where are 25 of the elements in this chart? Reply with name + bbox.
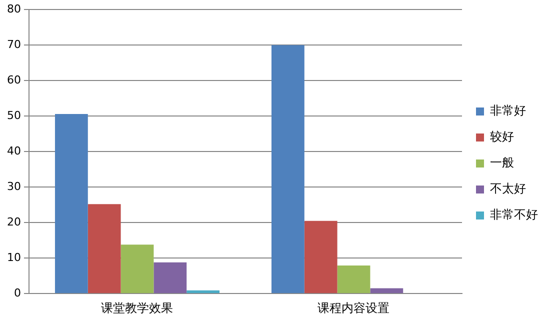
y-tick-label: 30 [6,180,21,193]
y-tick-label: 10 [6,250,21,264]
bar [304,220,338,294]
bar [54,114,88,294]
legend-label: 较好 [490,130,514,144]
bar [337,266,370,294]
y-tick-label: 40 [6,144,21,158]
y-tick-label: 50 [6,108,21,122]
y-tick-label: 80 [6,2,21,16]
legend-label: 不太好 [490,182,526,196]
bar [88,204,121,294]
bar [120,244,154,294]
x-tick-label: 课程内容设置 [318,300,390,315]
x-tick-label: 课堂教学效果 [101,300,174,315]
y-tick-label: 0 [14,286,21,300]
legend-label: 一般 [490,156,514,170]
y-tick-label: 60 [6,73,21,86]
y-tick-label: 20 [6,215,21,228]
bar [271,45,304,294]
legend-label: 非常不好 [490,208,538,222]
legend-label: 非常好 [490,104,526,118]
bar [186,290,220,294]
y-tick-label: 70 [6,38,21,51]
bar [154,262,187,294]
bar [370,288,404,294]
